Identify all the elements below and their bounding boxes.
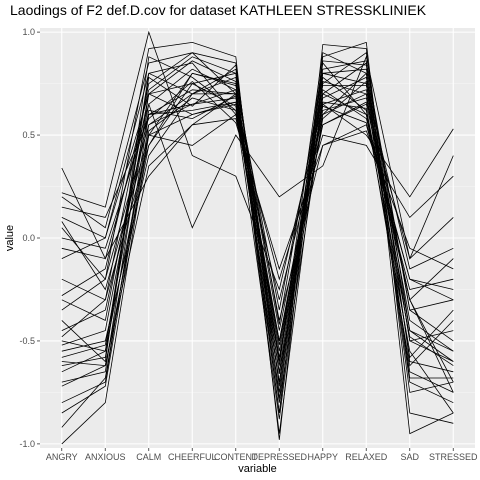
y-tick-label: 0.5 — [22, 130, 35, 140]
series-line — [61, 30, 454, 291]
chart-title: Laodings of F2 def.D.cov for dataset KAT… — [10, 2, 427, 18]
x-tick-label: HAPPY — [307, 452, 338, 462]
series-line — [61, 41, 454, 424]
x-axis-title: variable — [238, 463, 277, 475]
x-tick-label: STRESSED — [429, 452, 478, 462]
series-line — [61, 55, 454, 260]
series-line — [61, 76, 454, 383]
series-line — [61, 41, 454, 440]
y-tick-label: -1.0 — [19, 439, 35, 449]
series-lines — [61, 30, 454, 445]
x-tick-label: CHEERFUL — [168, 452, 217, 462]
y-tick-label: -0.5 — [19, 336, 35, 346]
x-tick-label: CONTENT — [214, 452, 258, 462]
x-tick-label: DEPRESSED — [251, 452, 307, 462]
series-line — [61, 80, 454, 420]
x-tick-label: RELAXED — [345, 452, 388, 462]
x-tick-label: CALM — [136, 452, 161, 462]
series-line — [61, 60, 454, 366]
x-tick-label: SAD — [400, 452, 419, 462]
x-tick-label: ANXIOUS — [85, 452, 126, 462]
series-line — [61, 80, 454, 271]
y-tick-label: 0.0 — [22, 233, 35, 243]
y-axis-title: value — [4, 225, 16, 251]
x-axis-ticks: ANGRY ANXIOUS CALM CHEERFULCONTENTDEPRESSED… — [46, 448, 478, 462]
x-tick-label: ANGRY — [46, 452, 78, 462]
series-line — [61, 60, 454, 387]
y-axis-ticks: -1.0 -0.5 0.0 0.5 1.0 — [19, 27, 40, 449]
y-tick-label: 1.0 — [22, 27, 35, 37]
